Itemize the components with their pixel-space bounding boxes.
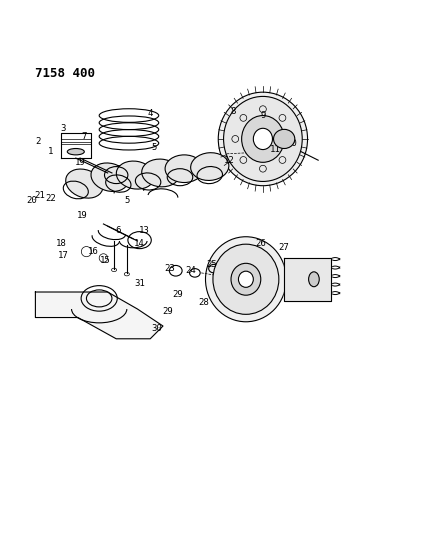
Ellipse shape [205, 237, 286, 322]
Text: 27: 27 [279, 243, 289, 252]
Ellipse shape [273, 130, 295, 149]
Text: 30: 30 [151, 324, 162, 333]
Text: 10: 10 [287, 139, 298, 148]
Text: 24: 24 [185, 266, 196, 275]
Text: 19: 19 [77, 211, 88, 220]
Text: 29: 29 [162, 306, 172, 316]
Ellipse shape [253, 128, 273, 150]
Polygon shape [284, 258, 331, 301]
Text: 14: 14 [134, 239, 145, 248]
Text: 29: 29 [172, 289, 183, 298]
Text: 31: 31 [134, 279, 145, 288]
Text: 26: 26 [256, 239, 266, 248]
Ellipse shape [91, 163, 129, 191]
Text: 23: 23 [164, 264, 175, 273]
Text: 8: 8 [230, 107, 236, 116]
Text: 28: 28 [198, 298, 209, 307]
Ellipse shape [238, 271, 253, 287]
Text: 18: 18 [56, 239, 66, 248]
Text: 15: 15 [100, 256, 111, 264]
Text: 17: 17 [58, 252, 68, 260]
Polygon shape [36, 292, 163, 339]
Ellipse shape [218, 92, 308, 185]
Ellipse shape [165, 155, 203, 182]
Text: 19: 19 [74, 158, 86, 167]
Text: 1: 1 [48, 147, 53, 156]
Text: 5: 5 [124, 196, 130, 205]
Ellipse shape [309, 272, 319, 287]
Polygon shape [61, 133, 91, 158]
Ellipse shape [213, 244, 279, 314]
Text: 3: 3 [60, 124, 66, 133]
Text: 11: 11 [270, 145, 281, 154]
Text: 12: 12 [223, 156, 234, 165]
Ellipse shape [67, 149, 84, 155]
Ellipse shape [142, 159, 180, 187]
Text: 4: 4 [148, 109, 153, 118]
Text: 22: 22 [45, 194, 56, 203]
Text: 5: 5 [152, 143, 157, 152]
Text: 7158 400: 7158 400 [36, 67, 95, 79]
Ellipse shape [231, 263, 261, 295]
Text: 7: 7 [82, 132, 87, 141]
Text: 20: 20 [27, 196, 37, 205]
Ellipse shape [190, 153, 229, 181]
Ellipse shape [223, 96, 302, 181]
Text: 2: 2 [35, 136, 40, 146]
Ellipse shape [242, 116, 284, 163]
Text: 21: 21 [34, 191, 45, 199]
Ellipse shape [66, 169, 103, 198]
Text: 16: 16 [87, 247, 98, 256]
Text: 6: 6 [116, 226, 121, 235]
Ellipse shape [116, 161, 155, 189]
Text: 13: 13 [139, 226, 149, 235]
Text: 9: 9 [260, 111, 266, 120]
Text: 25: 25 [206, 260, 217, 269]
